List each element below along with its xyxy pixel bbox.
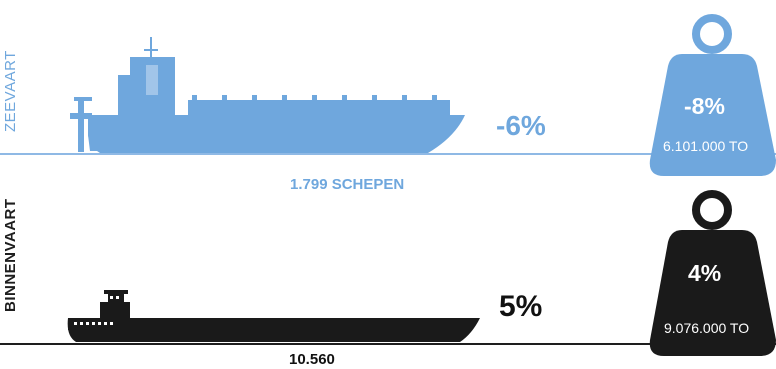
inland-ships-change: 5% bbox=[499, 290, 543, 323]
sea-shipping-label: ZEEVAART bbox=[2, 50, 19, 132]
sea-waterline bbox=[0, 153, 776, 155]
inland-waterline bbox=[0, 343, 776, 345]
sea-ships-count: 1.799 SCHEPEN bbox=[290, 176, 405, 193]
inland-weight-icon bbox=[649, 190, 776, 356]
sea-tonnage-change: -8% bbox=[684, 93, 725, 119]
sea-weight-icon bbox=[649, 14, 776, 176]
sea-ships-change: -6% bbox=[496, 110, 546, 141]
inland-tonnage-value: 9.076.000 TO bbox=[664, 320, 750, 336]
barge-icon bbox=[67, 290, 481, 342]
container-ship-icon bbox=[70, 37, 465, 153]
sea-tonnage-value: 6.101.000 TO bbox=[663, 138, 749, 154]
inland-shipping-label: BINNENVAART bbox=[2, 198, 19, 312]
inland-ships-count: 10.560 bbox=[289, 351, 335, 368]
inland-tonnage-change: 4% bbox=[688, 260, 722, 286]
